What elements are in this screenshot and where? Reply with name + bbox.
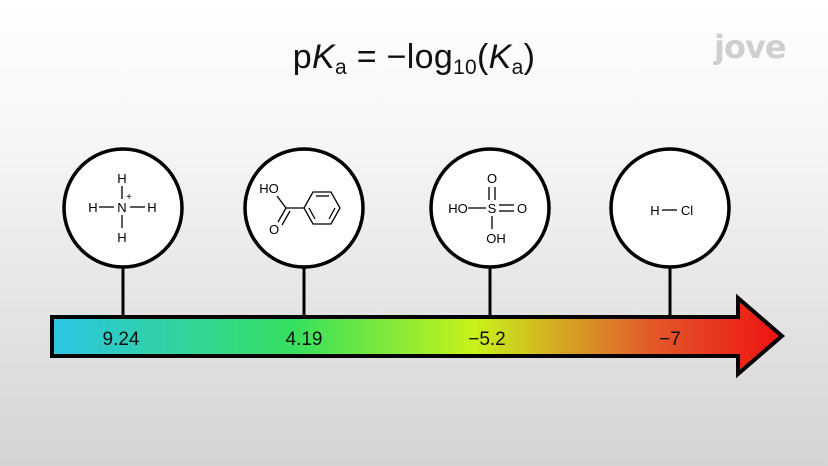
molecule-circle — [609, 147, 731, 269]
pka-value-sulfuric: −5.2 — [468, 329, 506, 350]
formula-equals: = — [356, 38, 377, 76]
pka-formula: pKa = −log10(Ka) — [0, 38, 828, 80]
atom-ho: HO — [259, 181, 279, 196]
atom-h: H — [650, 203, 659, 218]
formula-sub-a: a — [334, 56, 347, 79]
atom-cl: Cl — [681, 203, 693, 218]
formula-sub-10: 10 — [453, 56, 478, 79]
atom-o: O — [269, 222, 279, 237]
molecule-circle — [62, 147, 184, 269]
bond — [328, 207, 336, 220]
formula-sub-a2: a — [511, 56, 524, 79]
bond — [281, 210, 291, 226]
bond — [276, 195, 287, 209]
jove-logo: jove — [714, 28, 787, 66]
molecule-benzoic-acid: HO O — [243, 147, 365, 269]
molecule-circle — [429, 147, 551, 269]
atom-h: H — [117, 230, 126, 245]
pka-value-hcl: −7 — [659, 329, 681, 350]
bond — [308, 207, 316, 220]
molecule-hcl: H Cl — [609, 147, 731, 269]
atom-oh: OH — [486, 231, 506, 246]
formula-open-paren: ( — [477, 38, 489, 76]
atom-h: H — [88, 200, 97, 215]
pka-scale-arrow — [50, 293, 786, 379]
formula-neg-log: −log — [386, 38, 454, 76]
charge-plus: + — [126, 192, 132, 203]
atom-h: H — [117, 171, 126, 186]
atom-o: O — [517, 201, 527, 216]
molecule-ammonium: H H N + H H — [62, 147, 184, 269]
formula-k2: K — [488, 38, 512, 76]
pka-value-ammonium: 9.24 — [103, 329, 140, 350]
pka-value-benzoic: 4.19 — [286, 329, 323, 350]
atom-s: S — [488, 201, 497, 216]
formula-p: p — [292, 38, 312, 76]
bond — [277, 207, 287, 223]
formula-k: K — [311, 38, 335, 76]
atom-h: H — [147, 200, 156, 215]
molecule-sulfuric-acid: O HO S O OH — [429, 147, 551, 269]
benzene-ring — [303, 191, 341, 225]
atom-ho: HO — [448, 201, 468, 216]
atom-o: O — [487, 171, 497, 186]
formula-close-paren: ) — [523, 38, 536, 76]
atom-n: N — [117, 200, 126, 215]
